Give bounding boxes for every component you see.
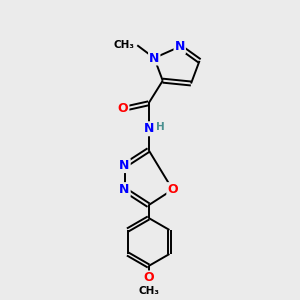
Text: H: H xyxy=(155,122,164,132)
Text: CH₃: CH₃ xyxy=(138,286,159,296)
Text: CH₃: CH₃ xyxy=(114,40,135,50)
Text: O: O xyxy=(167,183,178,196)
Text: N: N xyxy=(119,183,130,196)
Text: O: O xyxy=(118,103,128,116)
Text: N: N xyxy=(175,40,185,53)
Text: N: N xyxy=(149,52,159,64)
Text: O: O xyxy=(143,272,154,284)
Text: N: N xyxy=(119,159,130,172)
Text: N: N xyxy=(143,122,154,135)
